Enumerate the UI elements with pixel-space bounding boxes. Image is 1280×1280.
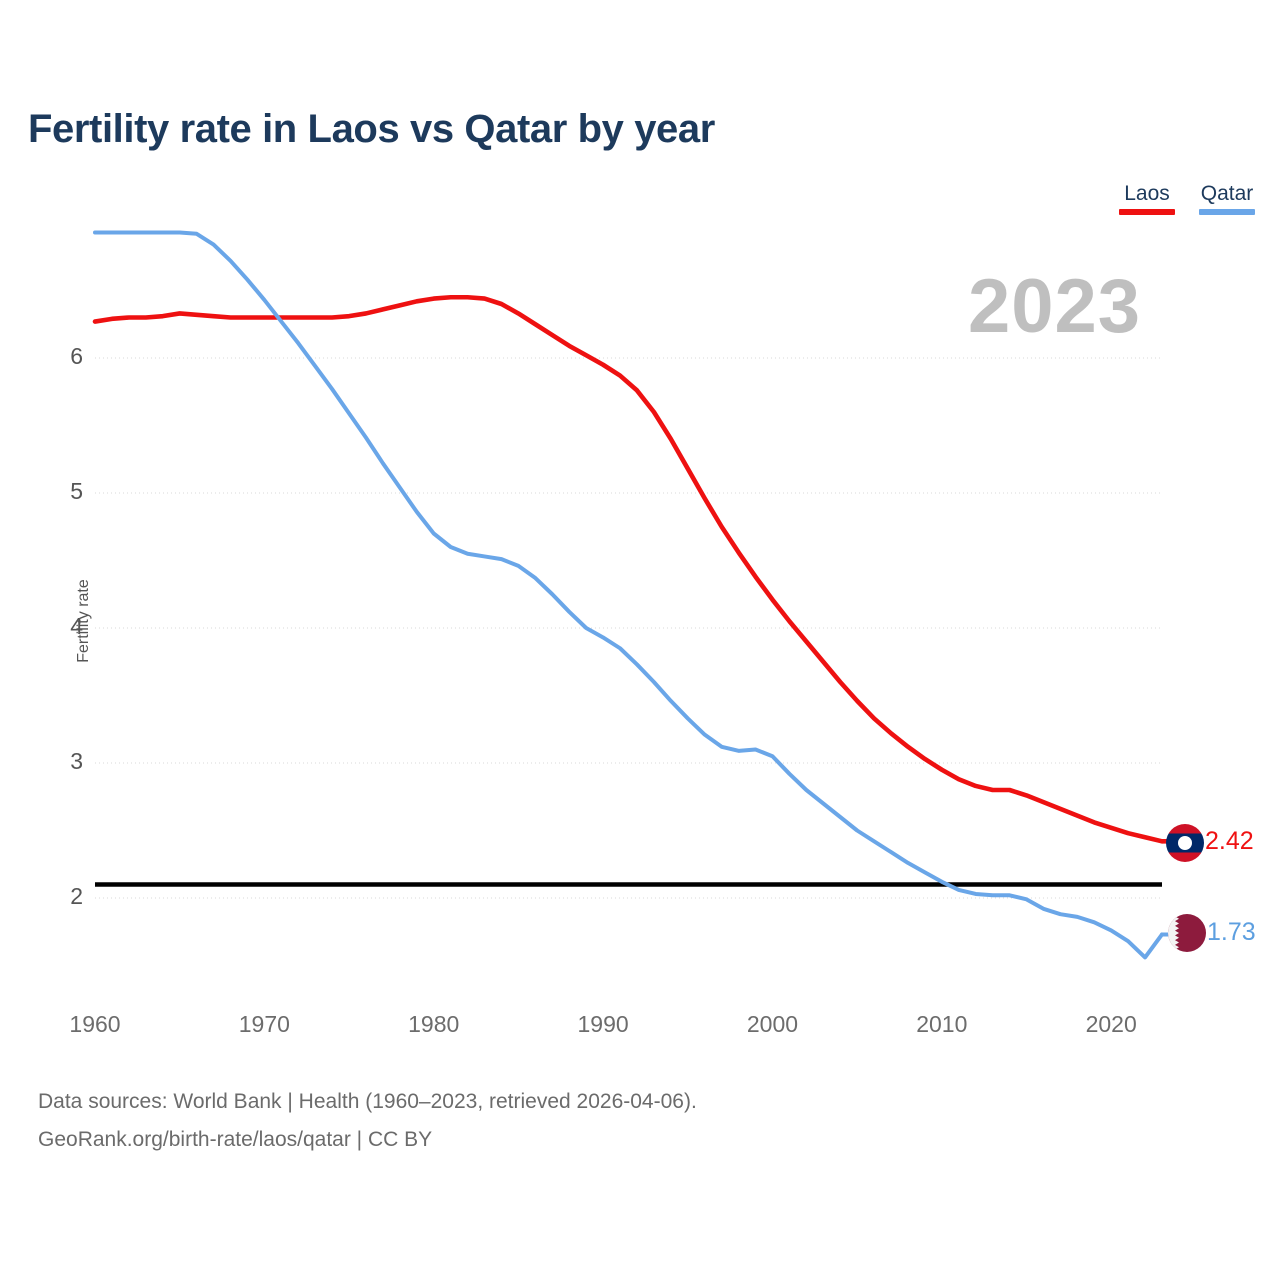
legend-swatch-laos [1119,209,1175,215]
laos-end-value: 2.42 [1205,827,1254,855]
x-axis-tick-label: 1960 [69,1011,121,1037]
legend-item-qatar[interactable]: Qatar [1199,182,1255,215]
legend-swatch-qatar [1199,209,1255,215]
line-chart-svg [92,230,1187,960]
x-axis-tick-label: 1980 [408,1011,460,1037]
x-axis-tick-label: 2000 [746,1011,799,1037]
legend: Laos Qatar [1119,182,1255,215]
legend-label-laos: Laos [1124,182,1170,205]
footer: Data sources: World Bank | Health (1960–… [38,1083,697,1159]
footer-sources: Data sources: World Bank | Health (1960–… [38,1090,697,1113]
laos-flag-marker [1166,824,1204,862]
series-line-qatar [93,230,1164,960]
series-line-laos [92,294,1165,844]
year-watermark: 2023 [968,264,1142,349]
y-axis-tick-label: 2 [70,883,83,909]
footer-attribution: GeoRank.org/birth-rate/laos/qatar | CC B… [38,1128,433,1151]
legend-label-qatar: Qatar [1200,182,1254,205]
x-axis-tick-label: 2010 [916,1011,968,1037]
y-axis-tick-label: 6 [70,343,83,369]
y-axis-tick-label: 5 [70,478,83,504]
qatar-end-value: 1.73 [1207,918,1256,946]
legend-item-laos[interactable]: Laos [1119,182,1175,215]
page-title: Fertility rate in Laos vs Qatar by year [28,107,715,151]
y-axis-tick-label: 4 [70,613,83,639]
y-axis-tick-label: 3 [70,748,83,774]
x-axis-tick-label: 1970 [238,1011,290,1037]
chart-plot [92,230,1187,960]
x-axis-tick-label: 2020 [1085,1011,1137,1037]
qatar-flag-marker [1168,914,1206,952]
x-axis-tick-label: 1990 [577,1011,629,1037]
